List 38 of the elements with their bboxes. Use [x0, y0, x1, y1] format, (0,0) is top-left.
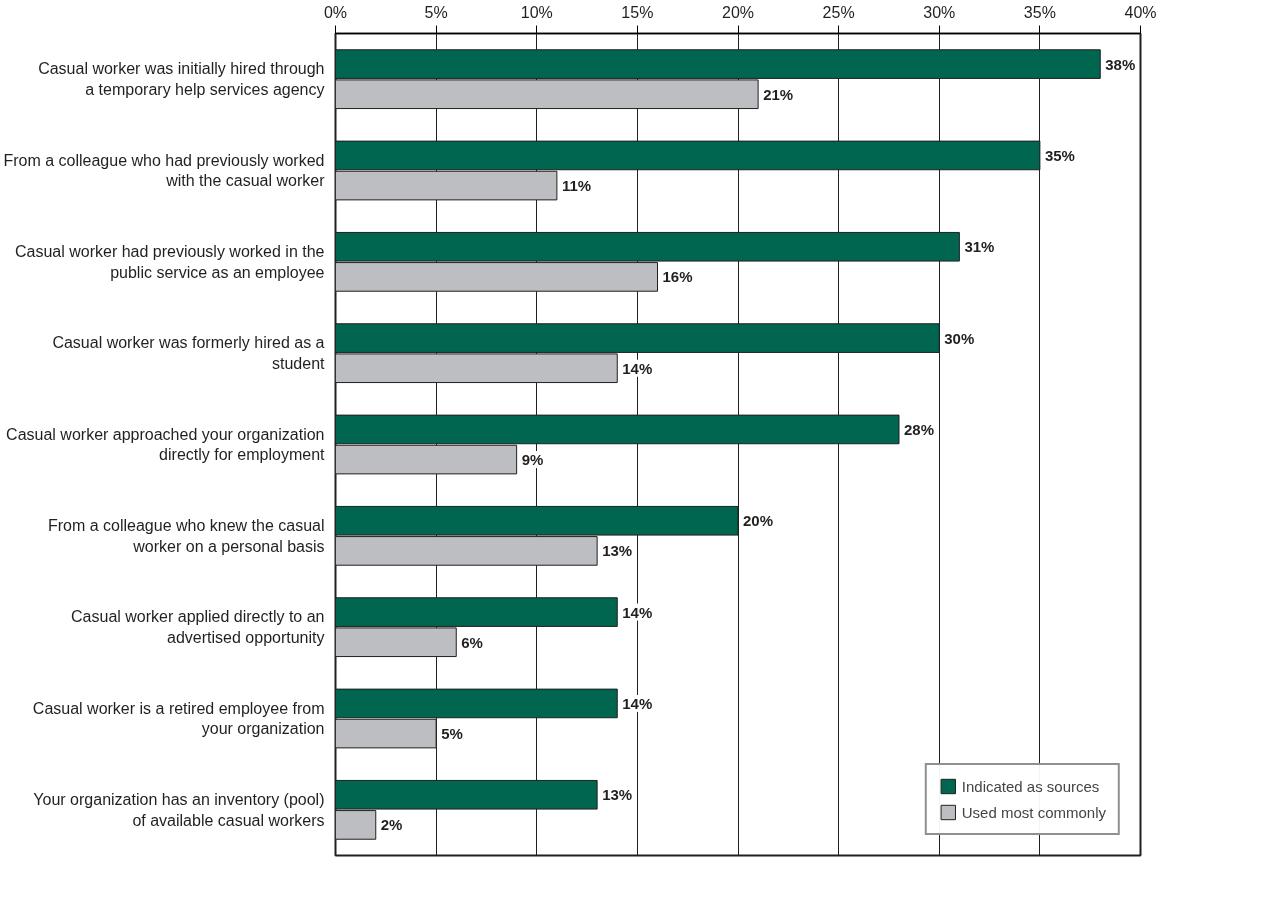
data-label: 5%: [441, 725, 463, 743]
data-label: 14%: [622, 694, 653, 712]
x-tick-label: 25%: [822, 3, 855, 21]
x-tick-label: 0%: [323, 3, 348, 21]
data-label: 16%: [662, 268, 693, 286]
data-label: 28%: [904, 420, 935, 438]
data-label: 6%: [461, 633, 483, 651]
data-label: 38%: [1105, 55, 1136, 73]
data-label: 35%: [1044, 146, 1075, 164]
data-label: 2%: [380, 816, 403, 834]
y-tick-label: From a colleague who knew the casual worker on a personal basis: [47, 517, 325, 555]
y-tick-label: Your organization has an inventory (pool) of available casual workers: [33, 791, 325, 829]
data-label: 9%: [521, 451, 544, 469]
data-label: 11%: [561, 177, 592, 195]
y-tick-label: Casual worker applied directly to an advertised opportunity: [71, 608, 325, 646]
y-tick-label: Casual worker approached your organization directly for employment: [6, 425, 326, 464]
data-label: 14%: [622, 603, 653, 621]
y-tick-label: Casual worker is a retired employee from your organization: [32, 699, 325, 738]
x-tick-label: 5%: [424, 3, 448, 21]
y-tick-label: From a colleague who had previously worked with the casual worker: [3, 151, 326, 190]
x-tick-label: 20%: [721, 3, 755, 21]
legend-label: Indicated as sources: [961, 777, 1100, 795]
data-label: 14%: [622, 359, 653, 377]
data-label: 21%: [763, 85, 794, 103]
x-tick-label: 30%: [923, 3, 956, 21]
x-tick-label: 10%: [520, 3, 553, 21]
data-label: 30%: [944, 329, 975, 347]
data-label: 13%: [602, 542, 633, 560]
x-tick-label: 35%: [1023, 3, 1056, 21]
y-tick-label: Casual worker had previously worked in the public service as an employee: [15, 243, 325, 281]
data-label: 31%: [964, 238, 995, 256]
data-label: 20%: [743, 512, 774, 530]
x-tick-label: 15%: [621, 3, 654, 21]
y-tick-label: Casual worker was initially hired through a temporary help services agency: [38, 60, 325, 98]
data-label: 13%: [602, 786, 633, 804]
y-tick-label: Casual worker was formerly hired as a student: [52, 334, 326, 372]
x-tick-label: 40%: [1124, 3, 1157, 21]
legend-label: Used most commonly: [961, 803, 1106, 821]
